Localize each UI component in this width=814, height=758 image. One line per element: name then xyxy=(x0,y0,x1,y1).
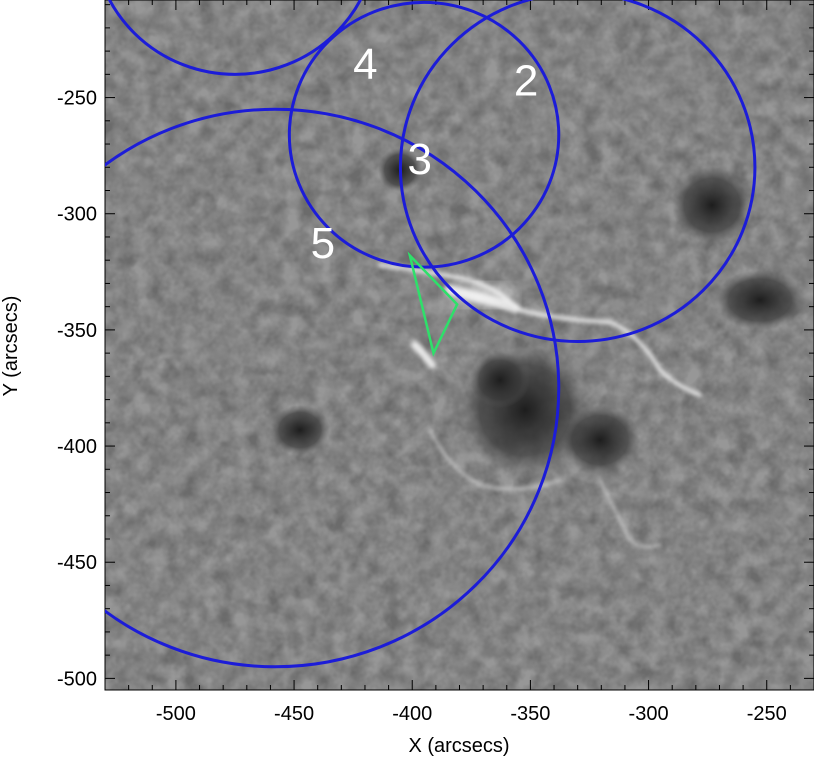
x-axis-title: X (arcsecs) xyxy=(408,735,509,757)
solar-image xyxy=(105,0,814,690)
contour-label-2: 2 xyxy=(514,56,538,105)
contour-3 xyxy=(105,107,561,669)
contour-overlay xyxy=(105,0,757,669)
y-tick-labels: -250 -300 -350 -400 -450 -500 xyxy=(57,88,97,691)
y-tick-label: -350 xyxy=(57,320,97,342)
contour-2 xyxy=(398,0,757,343)
contour-label-4: 4 xyxy=(353,40,377,89)
x-tick-label: -500 xyxy=(156,703,196,725)
x-tick-label: -400 xyxy=(392,703,432,725)
contour-label-5: 5 xyxy=(311,219,335,268)
y-axis-title: Y (arcsecs) xyxy=(0,296,22,397)
y-tick-label: -300 xyxy=(57,204,97,226)
region-of-interest-polygon xyxy=(407,251,459,357)
x-tick-label: -350 xyxy=(510,703,550,725)
contour-5 xyxy=(287,0,561,269)
x-tick-label: -450 xyxy=(274,703,314,725)
y-tick-label: -500 xyxy=(57,668,97,690)
contour-labels: 2 34 5 xyxy=(311,40,539,268)
y-tick-label: -400 xyxy=(57,436,97,458)
contour-4 xyxy=(107,0,363,76)
contour-label-3: 3 xyxy=(408,135,432,184)
y-tick-label: -450 xyxy=(57,552,97,574)
x-tick-label: -300 xyxy=(629,703,669,725)
x-tick-label: -250 xyxy=(747,703,787,725)
plot-frame xyxy=(104,0,814,691)
y-tick-label: -250 xyxy=(57,88,97,110)
x-tick-labels: -500 -450 -400 -350 -300 -250 xyxy=(156,703,787,725)
